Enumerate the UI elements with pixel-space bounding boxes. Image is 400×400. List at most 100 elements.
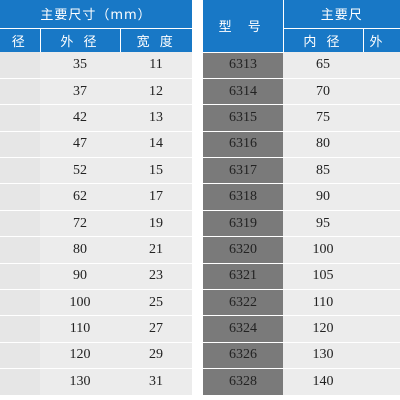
table-row: 72 19 <box>0 210 192 238</box>
left-col-header-inner: 径 <box>11 34 28 50</box>
left-inner-cell <box>0 183 40 211</box>
table-row: 42 13 <box>0 104 192 132</box>
right-dimension-table: 型 号 主要尺 内 径 外 6313 65 6314 70 6315 75 6316 80 63… <box>203 0 400 396</box>
right-col-header-outer: 外 <box>362 28 400 52</box>
table-row: 6328 140 <box>203 368 400 396</box>
table-row: 37 12 <box>0 78 192 106</box>
left-outer-cell: 35 <box>40 52 120 79</box>
left-outer-cell: 80 <box>40 236 120 264</box>
left-width-cell: 11 <box>120 52 192 79</box>
left-header-title: 主要尺寸（mm） <box>0 0 192 29</box>
table-row: 6319 95 <box>203 210 400 238</box>
model-code-cell: 6313 <box>203 52 283 79</box>
table-row: 100 25 <box>0 289 192 317</box>
table-row: 90 23 <box>0 263 192 291</box>
table-row: 130 31 <box>0 368 192 396</box>
left-inner-cell <box>0 210 40 238</box>
left-outer-cell: 37 <box>40 78 120 106</box>
model-code-cell: 6316 <box>203 131 283 159</box>
table-row: 6318 90 <box>203 183 400 211</box>
left-width-cell: 14 <box>120 131 192 159</box>
left-outer-cell: 42 <box>40 104 120 132</box>
right-outer-cell <box>363 368 400 396</box>
right-outer-cell <box>363 157 400 185</box>
right-inner-cell: 95 <box>283 210 363 238</box>
table-row: 110 27 <box>0 315 192 343</box>
left-dimension-table: 主要尺寸（mm） 径 外 径 宽 度 35 11 37 12 42 13 47 14 52 15 6… <box>0 0 192 396</box>
left-outer-cell: 100 <box>40 289 120 317</box>
model-code-cell: 6317 <box>203 157 283 185</box>
left-inner-cell <box>0 263 40 291</box>
left-outer-cell: 52 <box>40 157 120 185</box>
table-row: 62 17 <box>0 183 192 211</box>
left-width-cell: 19 <box>120 210 192 238</box>
table-row: 6320 100 <box>203 236 400 264</box>
model-code-cell: 6328 <box>203 368 283 396</box>
model-code-cell: 6324 <box>203 315 283 343</box>
model-code-cell: 6315 <box>203 104 283 132</box>
left-inner-cell <box>0 78 40 106</box>
left-width-cell: 31 <box>120 368 192 396</box>
table-row: 6314 70 <box>203 78 400 106</box>
right-inner-cell: 70 <box>283 78 363 106</box>
table-row: 6324 120 <box>203 315 400 343</box>
right-inner-cell: 90 <box>283 183 363 211</box>
left-inner-cell <box>0 104 40 132</box>
left-width-cell: 27 <box>120 315 192 343</box>
right-inner-cell: 80 <box>283 131 363 159</box>
left-width-cell: 29 <box>120 342 192 370</box>
right-outer-cell <box>363 104 400 132</box>
table-row: 6322 110 <box>203 289 400 317</box>
right-outer-cell <box>363 315 400 343</box>
left-inner-cell <box>0 342 40 370</box>
left-outer-cell: 62 <box>40 183 120 211</box>
left-outer-cell: 47 <box>40 131 120 159</box>
table-row: 120 29 <box>0 342 192 370</box>
table-row: 6315 75 <box>203 104 400 132</box>
right-inner-cell: 105 <box>283 263 363 291</box>
left-outer-cell: 130 <box>40 368 120 396</box>
right-inner-cell: 130 <box>283 342 363 370</box>
table-row: 6326 130 <box>203 342 400 370</box>
left-inner-cell <box>0 315 40 343</box>
left-width-cell: 21 <box>120 236 192 264</box>
left-outer-cell: 90 <box>40 263 120 291</box>
model-code-cell: 6318 <box>203 183 283 211</box>
table-row: 6317 85 <box>203 157 400 185</box>
left-width-cell: 12 <box>120 78 192 106</box>
right-inner-cell: 110 <box>283 289 363 317</box>
left-inner-cell <box>0 52 40 79</box>
right-inner-cell: 75 <box>283 104 363 132</box>
right-col-header-inner: 内 径 <box>303 34 343 50</box>
right-inner-cell: 85 <box>283 157 363 185</box>
model-code-cell: 6319 <box>203 210 283 238</box>
left-width-cell: 13 <box>120 104 192 132</box>
left-inner-cell <box>0 368 40 396</box>
model-code-cell: 6326 <box>203 342 283 370</box>
right-outer-cell <box>363 131 400 159</box>
left-outer-cell: 120 <box>40 342 120 370</box>
table-row: 6321 105 <box>203 263 400 291</box>
table-row: 47 14 <box>0 131 192 159</box>
table-row: 35 11 <box>0 52 192 79</box>
right-outer-cell <box>363 183 400 211</box>
model-code-cell: 6314 <box>203 78 283 106</box>
left-inner-cell <box>0 157 40 185</box>
left-inner-cell <box>0 289 40 317</box>
model-code-cell: 6322 <box>203 289 283 317</box>
left-width-cell: 15 <box>120 157 192 185</box>
table-row: 6313 65 <box>203 52 400 79</box>
table-row: 52 15 <box>0 157 192 185</box>
model-code-cell: 6321 <box>203 263 283 291</box>
left-width-cell: 23 <box>120 263 192 291</box>
right-model-header: 型 号 <box>203 0 284 53</box>
table-row: 6316 80 <box>203 131 400 159</box>
right-outer-cell <box>363 210 400 238</box>
right-outer-cell <box>363 342 400 370</box>
left-outer-cell: 110 <box>40 315 120 343</box>
left-width-cell: 17 <box>120 183 192 211</box>
left-outer-cell: 72 <box>40 210 120 238</box>
right-inner-cell: 65 <box>283 52 363 79</box>
right-outer-cell <box>363 236 400 264</box>
right-outer-cell <box>363 78 400 106</box>
